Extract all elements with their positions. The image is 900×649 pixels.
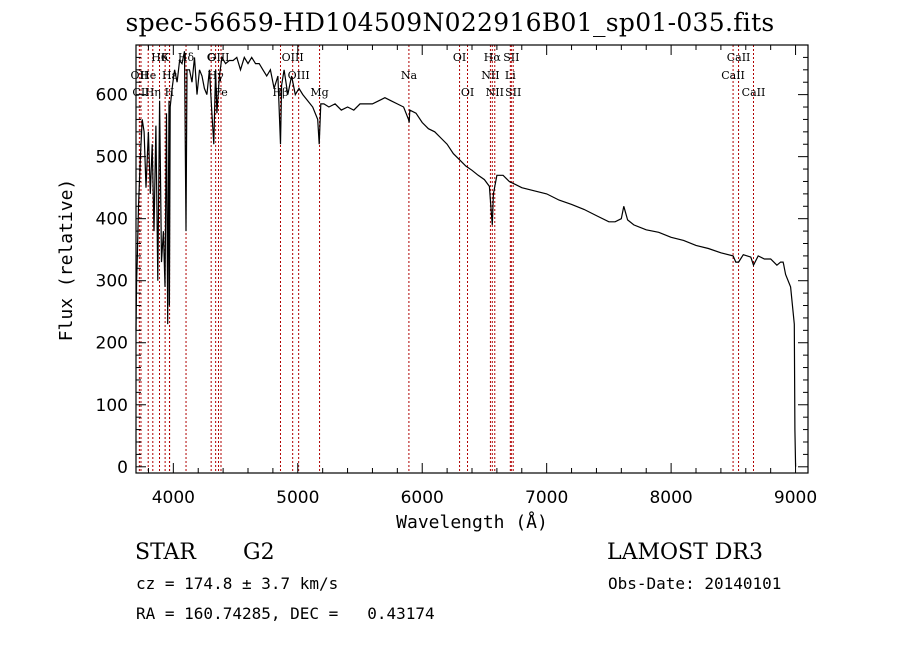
spectral-line-label: Hγ bbox=[208, 69, 225, 82]
x-tick-label: 9000 bbox=[774, 488, 817, 508]
spectral-lines-layer bbox=[138, 45, 754, 473]
spectral-line-label: Hε bbox=[162, 69, 178, 82]
object-subclass: G2 bbox=[243, 540, 275, 565]
spectral-line-label: OI bbox=[453, 51, 466, 64]
x-tick-label: 4000 bbox=[152, 488, 195, 508]
redshift-cz: cz = 174.8 ± 3.7 km/s bbox=[136, 574, 339, 593]
x-tick-label: 5000 bbox=[276, 488, 319, 508]
spectral-line-label: OIII bbox=[207, 51, 229, 64]
y-tick-label: 600 bbox=[96, 86, 128, 106]
spectral-line-label: Li bbox=[505, 69, 516, 82]
y-tick-label: 300 bbox=[96, 272, 128, 292]
ra-dec: RA = 160.74285, DEC = 0.43174 bbox=[136, 604, 435, 623]
obs-date: Obs-Date: 20140101 bbox=[608, 574, 782, 593]
spectral-line-label: Hα bbox=[484, 51, 502, 64]
spectral-line-label: Fe bbox=[214, 86, 228, 99]
spectral-line-label: Mg bbox=[310, 86, 328, 99]
spectrum-line bbox=[135, 51, 797, 467]
y-tick-label: 400 bbox=[96, 210, 128, 230]
spectral-line-label: OI bbox=[461, 86, 474, 99]
spectral-line-label: Hβ bbox=[273, 86, 289, 99]
spectral-line-label: K bbox=[161, 51, 170, 64]
spectral-line-label: H bbox=[165, 86, 175, 99]
x-tick-label: 8000 bbox=[649, 488, 692, 508]
spectral-line-label: He bbox=[140, 69, 156, 82]
spectral-line-label: NII bbox=[486, 86, 504, 99]
x-axis-label: Wavelength (Å) bbox=[396, 511, 548, 533]
y-axis-label: Flux (relative) bbox=[56, 179, 77, 342]
spectral-line-label: CaII bbox=[727, 51, 751, 64]
spectral-line-label: CII bbox=[132, 86, 149, 99]
spectral-line-label: G bbox=[207, 51, 216, 64]
y-tick-label: 100 bbox=[96, 396, 128, 416]
spectral-line-label: OIII bbox=[288, 69, 310, 82]
x-tick-label: 7000 bbox=[525, 488, 568, 508]
spectral-line-label: CaII bbox=[742, 86, 766, 99]
axis-ticks: 4000 5000 6000 7000 8000 9000 0 100 200 300 400 500… bbox=[96, 45, 817, 508]
survey-name: LAMOST DR3 bbox=[607, 540, 763, 565]
spectral-line-label: Hδ bbox=[178, 51, 195, 64]
object-class: STAR bbox=[135, 540, 196, 565]
plot-frame bbox=[135, 44, 809, 474]
spectral-line-label: H6 bbox=[151, 51, 168, 64]
y-tick-label: 500 bbox=[96, 148, 128, 168]
chart-title: spec-56659-HD104509N022916B01_sp01-035.f… bbox=[125, 8, 775, 37]
spectral-line-label: OII bbox=[131, 69, 149, 82]
spectral-line-label: Hη bbox=[145, 86, 161, 99]
y-tick-label: 200 bbox=[96, 334, 128, 354]
y-tick-label: 0 bbox=[117, 458, 128, 478]
spectral-line-label: OIII bbox=[282, 51, 304, 64]
spectral-line-label: NII bbox=[481, 69, 499, 82]
spectral-line-label: SII bbox=[503, 51, 519, 64]
spectral-line-label: Na bbox=[401, 69, 418, 82]
x-tick-label: 6000 bbox=[401, 488, 444, 508]
spectral-line-label: CaII bbox=[721, 69, 745, 82]
spectral-line-label: SII bbox=[505, 86, 521, 99]
